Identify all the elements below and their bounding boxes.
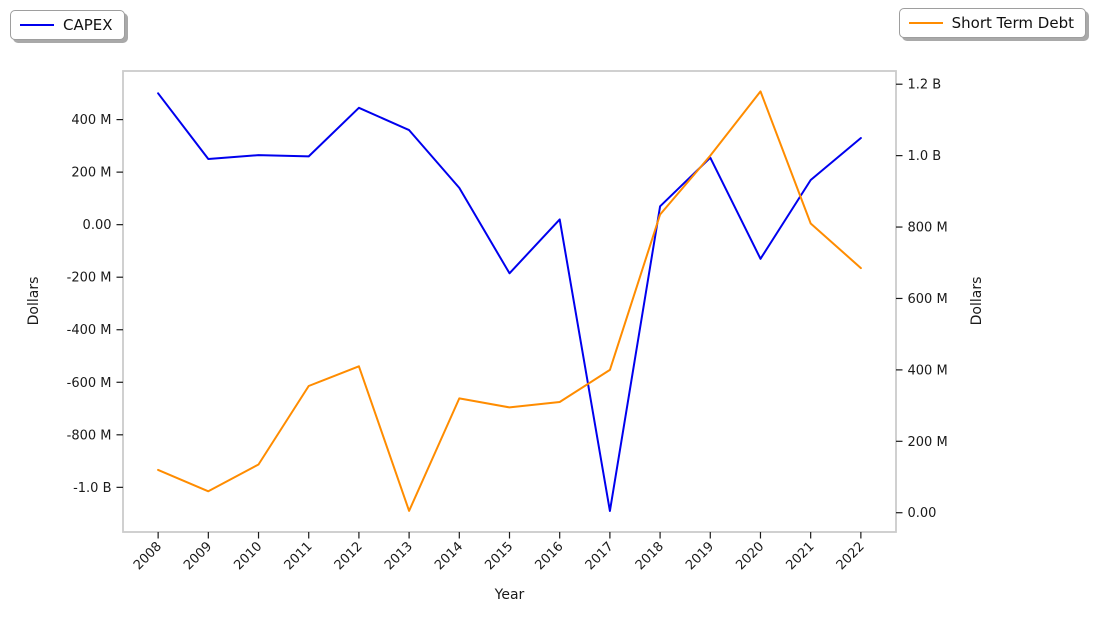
xtick-label: 2022 — [834, 539, 868, 573]
x-axis-label: Year — [494, 587, 525, 603]
xtick-label: 2015 — [482, 539, 516, 573]
left-ytick-label: -600 M — [67, 376, 112, 391]
right-ytick-label: 1.2 B — [908, 78, 942, 93]
legend-short-term-debt: Short Term Debt — [898, 8, 1086, 38]
left-ytick-label: -200 M — [67, 271, 112, 286]
short-term-debt-legend-line-icon — [908, 22, 943, 24]
capex-legend-line-icon — [20, 24, 54, 26]
right-ytick-label: 600 M — [908, 292, 948, 307]
xtick-label: 2017 — [583, 539, 617, 573]
left-ytick-label: -1.0 B — [73, 481, 111, 496]
xtick-label: 2020 — [733, 539, 767, 573]
xtick-label: 2014 — [432, 539, 466, 573]
capex-line — [157, 92, 862, 512]
right-ytick-label: 1.0 B — [908, 149, 942, 164]
legend-capex: CAPEX — [10, 10, 125, 40]
left-y-axis-label: Dollars — [26, 277, 42, 326]
capex-legend-label: CAPEX — [63, 16, 113, 34]
left-ytick-label: 400 M — [71, 113, 111, 128]
xtick-label: 2016 — [533, 539, 567, 573]
left-ytick-label: 0.00 — [83, 218, 112, 233]
xtick-label: 2010 — [231, 539, 265, 573]
xtick-label: 2021 — [783, 539, 817, 573]
left-ytick-label: 200 M — [71, 166, 111, 181]
xtick-label: 2018 — [633, 539, 667, 573]
xtick-label: 2013 — [382, 539, 416, 573]
right-ytick-label: 400 M — [908, 363, 948, 378]
plot-border — [122, 70, 897, 533]
left-ytick-label: -400 M — [67, 323, 112, 338]
xtick-label: 2008 — [131, 539, 165, 573]
left-ytick-label: -800 M — [67, 428, 112, 443]
right-ytick-label: 0.00 — [908, 506, 937, 521]
xtick-label: 2011 — [282, 539, 316, 573]
xtick-label: 2019 — [683, 539, 717, 573]
right-ytick-label: 800 M — [908, 221, 948, 236]
xtick-label: 2009 — [181, 539, 215, 573]
right-ytick-label: 200 M — [908, 435, 948, 450]
short-term-debt-legend-label: Short Term Debt — [951, 14, 1074, 32]
right-y-axis-label: Dollars — [969, 277, 985, 326]
short-term-debt-line — [157, 90, 862, 512]
xtick-label: 2012 — [332, 539, 366, 573]
